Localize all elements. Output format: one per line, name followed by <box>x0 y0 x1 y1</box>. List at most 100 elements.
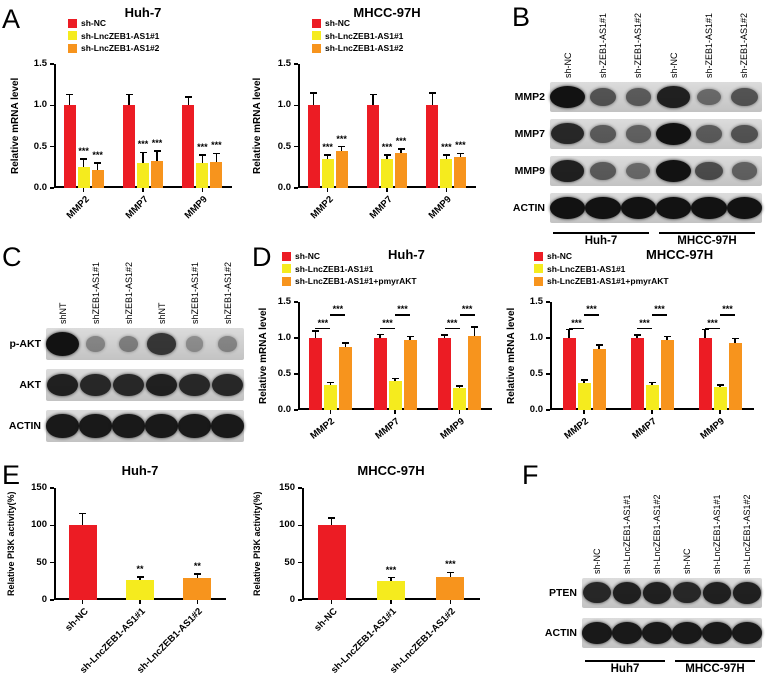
error-bar <box>139 576 141 580</box>
error-bar-cap <box>369 93 377 96</box>
x-tick <box>583 410 585 414</box>
y-tick <box>298 487 302 489</box>
y-axis-label: Relative mRNA level <box>10 77 21 175</box>
protein-band <box>656 122 692 146</box>
bar <box>137 163 149 188</box>
legend-label: sh-LncZEB1-AS1#1 <box>547 263 626 274</box>
lane-label: sh-ZEB1-AS1#2 <box>739 12 750 78</box>
significance-stars: *** <box>571 317 582 328</box>
y-tick-label: 1.5 <box>277 296 291 307</box>
error-bar <box>719 384 721 387</box>
error-bar <box>329 382 332 385</box>
significance-stars: *** <box>455 140 466 151</box>
y-tick-label: 0 <box>41 594 47 605</box>
error-bar <box>443 335 446 338</box>
error-bar <box>598 345 600 349</box>
significance-stars: *** <box>381 141 393 152</box>
lane-label: shZEB1-AS1#1 <box>189 261 200 324</box>
significance-stars: *** <box>707 317 718 328</box>
error-bar-cap <box>153 150 161 152</box>
error-bar-cap <box>580 379 588 381</box>
error-bar <box>473 327 476 336</box>
lane-label: sh-ZEB1-AS1#1 <box>598 12 608 78</box>
error-bar <box>734 338 736 344</box>
error-bar <box>81 513 84 526</box>
panel-e-bar-chart-huh7: Huh-7 Relative PI3K activity(%) 0 50 100 150 s… <box>4 462 238 690</box>
y-tick-label: 0.5 <box>277 140 291 152</box>
protein-band <box>626 125 651 143</box>
x-tick <box>449 600 452 604</box>
y-tick <box>546 301 550 303</box>
legend-label: sh-NC <box>81 18 107 28</box>
legend-swatch <box>312 31 321 40</box>
error-bar <box>386 154 388 160</box>
panel-label-f: F <box>522 460 539 490</box>
x-tick <box>386 188 388 192</box>
protein-band <box>218 336 237 352</box>
protein-band <box>697 88 721 106</box>
y-tick <box>50 63 54 65</box>
protein-band <box>642 621 672 644</box>
error-bar <box>142 152 144 164</box>
legend-swatch <box>68 31 77 40</box>
legend-swatch <box>534 264 543 273</box>
bar <box>468 335 482 410</box>
protein-band <box>726 196 762 220</box>
error-bar <box>431 92 434 106</box>
error-bar-cap <box>731 337 739 340</box>
legend-item: sh-LncZEB1-AS1#1 <box>312 31 403 41</box>
sig-bracket-line <box>637 327 652 330</box>
error-bar <box>445 154 448 160</box>
significance-stars: *** <box>78 146 89 157</box>
lane-label: sh-NC <box>592 548 602 574</box>
panel-f-western-blot-pten: sh-NC sh-LncZEB1-AS1#1 sh-LncZEB1-AS1#2 sh-… <box>536 462 764 690</box>
y-tick-label: 100 <box>31 519 47 531</box>
bar <box>68 525 97 600</box>
bar <box>373 338 387 410</box>
significance-stars: *** <box>211 140 222 151</box>
x-tick <box>139 600 141 604</box>
error-bar-cap <box>565 328 573 331</box>
sig-bracket-line <box>720 314 735 316</box>
sig-bracket-line <box>459 314 475 316</box>
sig-bracket-line <box>569 327 584 330</box>
error-bar-cap <box>79 512 87 515</box>
error-bar-cap <box>324 154 332 156</box>
significance-stars: *** <box>151 137 163 148</box>
panel-c-western-blot-akt: shNT shZEB1-AS1#1 shZEB1-AS1#2 shNT shZEB1-A… <box>2 250 246 456</box>
bar <box>210 161 223 188</box>
error-bar <box>651 382 653 385</box>
bar <box>123 105 135 188</box>
significance-stars: *** <box>382 317 393 328</box>
protein-band <box>46 373 79 397</box>
protein-band <box>179 373 210 397</box>
chart-title: MHCC-97H <box>646 247 714 262</box>
cell-line-group-label: MHCC-97H <box>675 660 755 675</box>
error-bar <box>704 329 706 338</box>
blot-target-label: PTEN <box>548 587 577 599</box>
y-tick-label: 0.5 <box>33 140 47 152</box>
protein-band <box>589 87 617 106</box>
error-bar <box>187 97 190 106</box>
protein-band <box>732 162 757 180</box>
protein-band <box>212 373 243 397</box>
bar <box>317 525 346 600</box>
error-bar <box>82 159 85 168</box>
error-bar <box>449 572 452 577</box>
error-bar <box>394 378 396 382</box>
lane-label: sh-ZEB1-AS1#1 <box>704 12 714 78</box>
chart-title: Huh-7 <box>124 5 162 20</box>
significance-stars: *** <box>445 559 456 570</box>
y-tick-label: 0.5 <box>277 368 291 379</box>
significance-stars: *** <box>385 564 397 575</box>
y-tick-label: 0.0 <box>33 182 47 193</box>
legend-label: sh-LncZEB1-AS1#1 <box>295 263 374 274</box>
y-tick-label: 0.0 <box>529 404 543 415</box>
error-bar-cap <box>376 333 384 336</box>
legend-label: sh-LncZEB1-AS1#2 <box>81 43 160 53</box>
bar <box>728 343 742 410</box>
blot-strip <box>550 119 762 149</box>
sig-bracket-line <box>444 327 460 330</box>
error-bar <box>156 150 158 161</box>
y-axis-label: Relative PI3K activity(%) <box>6 491 16 597</box>
